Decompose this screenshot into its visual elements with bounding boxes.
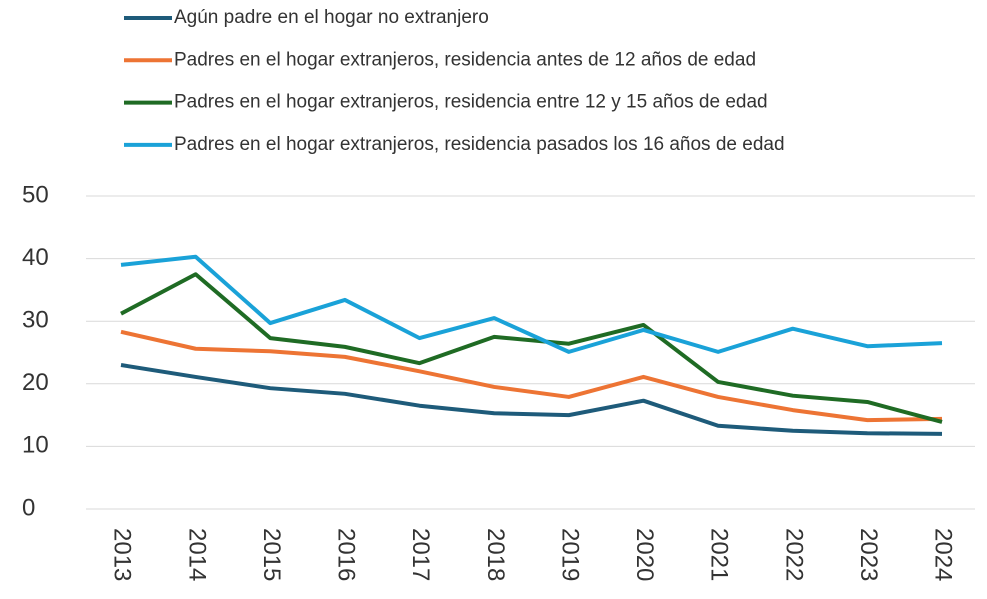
legend-label: Padres en el hogar extranjeros, residenc… xyxy=(174,134,785,155)
x-tick-label: 2016 xyxy=(333,528,360,581)
line-series xyxy=(120,254,943,354)
y-tick-label: 30 xyxy=(22,307,49,334)
legend-label: Padres en el hogar extranjeros, residenc… xyxy=(174,92,768,113)
x-tick-label: 2017 xyxy=(407,528,434,581)
x-tick-label: 2022 xyxy=(780,528,807,581)
x-tick-label: 2024 xyxy=(930,528,957,581)
line-series xyxy=(120,363,943,436)
y-tick-label: 50 xyxy=(22,181,49,208)
x-tick-label: 2013 xyxy=(109,528,136,581)
x-tick-label: 2018 xyxy=(482,528,509,581)
legend-label: Padres en el hogar extranjeros, residenc… xyxy=(174,49,756,70)
y-tick-label: 0 xyxy=(22,494,35,521)
x-tick-label: 2014 xyxy=(183,528,210,581)
legend-label: Agún padre en el hogar no extranjero xyxy=(174,7,489,28)
line-series xyxy=(120,272,943,424)
x-tick-label: 2019 xyxy=(556,528,583,581)
x-tick-label: 2020 xyxy=(631,528,658,581)
y-tick-label: 20 xyxy=(22,369,49,396)
y-tick-label: 40 xyxy=(22,244,49,271)
y-tick-label: 10 xyxy=(22,432,49,459)
x-tick-label: 2021 xyxy=(706,528,733,581)
line-series xyxy=(120,329,943,423)
x-tick-label: 2015 xyxy=(258,528,285,581)
x-tick-label: 2023 xyxy=(855,528,882,581)
